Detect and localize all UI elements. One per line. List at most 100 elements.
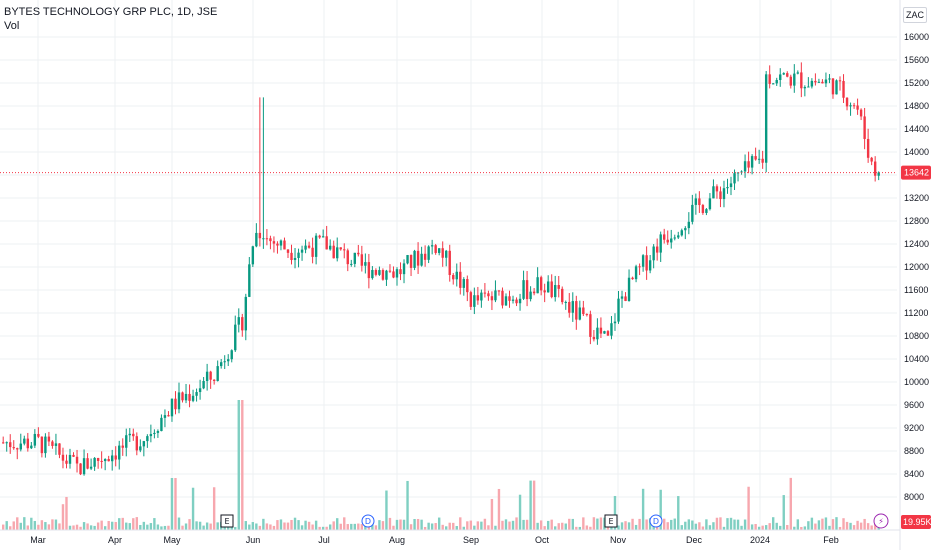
price-tick-label: 12800 xyxy=(904,216,929,226)
volume-bar xyxy=(631,518,634,530)
candle-body xyxy=(339,247,342,250)
volume-bar xyxy=(321,526,325,530)
price-tick-label: 8400 xyxy=(904,469,924,479)
volume-bar xyxy=(297,520,300,530)
volume-bar xyxy=(283,522,286,530)
volume-bar xyxy=(670,519,673,530)
volume-bar xyxy=(796,519,800,530)
volume-bar xyxy=(40,520,44,530)
candle-body xyxy=(578,307,582,320)
candle-body xyxy=(265,238,269,240)
candle-body xyxy=(877,172,880,176)
candle-body xyxy=(279,240,283,246)
volume-bar xyxy=(276,520,279,530)
candle-body xyxy=(821,81,824,84)
candle-body xyxy=(557,285,560,289)
volume-bar xyxy=(743,519,747,530)
candle-body xyxy=(202,381,205,389)
candle-body xyxy=(128,433,131,436)
candle-body xyxy=(518,298,522,304)
volume-bar xyxy=(413,519,416,530)
price-tick-label: 15200 xyxy=(904,78,929,88)
currency-button[interactable]: ZAC xyxy=(903,7,927,23)
volume-bar xyxy=(757,526,761,530)
candle-body xyxy=(786,73,789,77)
volume-bar xyxy=(722,526,726,530)
volume-bar xyxy=(747,486,750,530)
candle-body xyxy=(332,245,335,259)
volume-bar xyxy=(255,523,258,530)
volume-bar xyxy=(807,521,810,530)
candle-body xyxy=(167,415,170,417)
candle-body xyxy=(445,250,448,258)
price-tick-label: 8800 xyxy=(904,446,924,456)
event-marker-label: E xyxy=(224,517,229,526)
volume-value: 19.95K xyxy=(903,517,932,527)
candle-body xyxy=(691,204,694,222)
candle-body xyxy=(198,388,202,393)
price-tick-label: 14800 xyxy=(904,101,929,111)
candle-body xyxy=(258,232,262,239)
candle-body xyxy=(592,336,596,340)
volume-bar xyxy=(110,521,114,530)
candle-body xyxy=(290,252,293,261)
volume-bar xyxy=(786,524,789,530)
candle-body xyxy=(726,187,729,189)
candle-body xyxy=(452,274,455,280)
price-tick-label: 13200 xyxy=(904,193,929,203)
candle-body xyxy=(423,253,427,260)
candle-body xyxy=(564,301,567,303)
candle-body xyxy=(378,270,381,275)
volume-bar xyxy=(596,518,599,530)
volume-bar xyxy=(603,517,606,530)
candle-body xyxy=(420,253,423,266)
candle-body xyxy=(2,442,5,444)
candle-body xyxy=(297,252,300,258)
candle-body xyxy=(803,87,807,89)
volume-bar xyxy=(65,496,68,530)
candle-body xyxy=(680,230,683,236)
time-tick-label: Oct xyxy=(535,535,550,545)
volume-bar xyxy=(121,517,124,530)
candle-body xyxy=(163,415,167,418)
time-tick-label: Sep xyxy=(463,535,479,545)
candle-body xyxy=(367,262,371,279)
volume-bar xyxy=(244,521,248,530)
volume-bar xyxy=(114,522,117,530)
volume-bar xyxy=(561,522,564,530)
candle-body xyxy=(455,271,458,280)
candle-body xyxy=(856,105,859,110)
volume-bar xyxy=(177,517,181,530)
candle-body xyxy=(416,250,420,266)
candle-body xyxy=(212,379,216,381)
candle-body xyxy=(487,293,490,297)
volume-bar xyxy=(480,521,483,530)
candle-body xyxy=(789,76,792,86)
volume-bar xyxy=(845,521,849,530)
candle-body xyxy=(399,269,402,275)
candle-body xyxy=(300,249,304,253)
volume-bar xyxy=(420,519,423,530)
time-tick-label: 2024 xyxy=(750,535,770,545)
candle-body xyxy=(5,442,8,444)
volume-bar xyxy=(156,524,160,530)
candle-body xyxy=(353,252,356,264)
volume-bar xyxy=(350,523,353,530)
candle-body xyxy=(831,78,835,95)
candle-body xyxy=(286,249,290,253)
candle-body xyxy=(413,250,416,268)
volume-indicator-label[interactable]: Vol xyxy=(4,20,20,32)
candle-body xyxy=(304,245,307,250)
volume-bar xyxy=(100,520,103,530)
volume-bar xyxy=(564,523,567,530)
volume-bar xyxy=(23,517,26,530)
candle-body xyxy=(807,86,810,88)
volume-bar xyxy=(476,521,480,530)
candle-body xyxy=(532,291,536,294)
candle-body xyxy=(652,246,655,261)
volume-bar xyxy=(300,525,304,530)
candle-body xyxy=(497,290,501,292)
candle-body xyxy=(385,270,388,280)
volume-bar xyxy=(30,517,33,530)
